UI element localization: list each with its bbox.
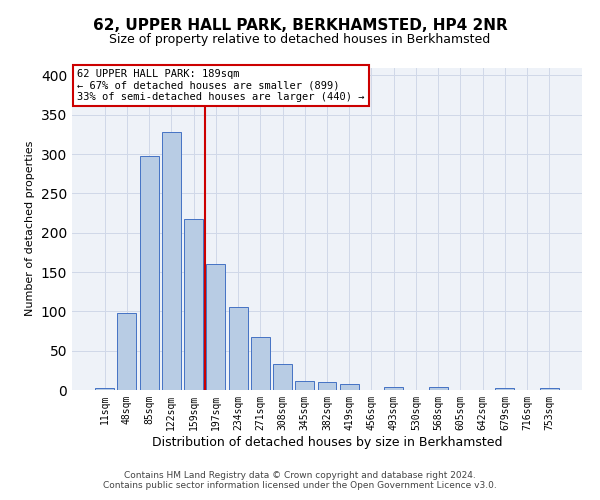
X-axis label: Distribution of detached houses by size in Berkhamsted: Distribution of detached houses by size …: [152, 436, 502, 448]
Bar: [140, 156, 158, 390]
Bar: [384, 387, 403, 390]
Bar: [540, 388, 559, 390]
Bar: [496, 388, 514, 390]
Bar: [317, 382, 337, 390]
Bar: [429, 387, 448, 390]
Bar: [95, 388, 114, 390]
Text: Contains HM Land Registry data © Crown copyright and database right 2024.
Contai: Contains HM Land Registry data © Crown c…: [103, 470, 497, 490]
Bar: [295, 380, 314, 390]
Bar: [206, 264, 225, 390]
Bar: [273, 364, 292, 390]
Bar: [340, 384, 359, 390]
Bar: [118, 313, 136, 390]
Text: 62 UPPER HALL PARK: 189sqm
← 67% of detached houses are smaller (899)
33% of sem: 62 UPPER HALL PARK: 189sqm ← 67% of deta…: [77, 69, 365, 102]
Y-axis label: Number of detached properties: Number of detached properties: [25, 141, 35, 316]
Text: Size of property relative to detached houses in Berkhamsted: Size of property relative to detached ho…: [109, 32, 491, 46]
Bar: [162, 132, 181, 390]
Text: 62, UPPER HALL PARK, BERKHAMSTED, HP4 2NR: 62, UPPER HALL PARK, BERKHAMSTED, HP4 2N…: [92, 18, 508, 32]
Bar: [229, 306, 248, 390]
Bar: [251, 338, 270, 390]
Bar: [184, 218, 203, 390]
